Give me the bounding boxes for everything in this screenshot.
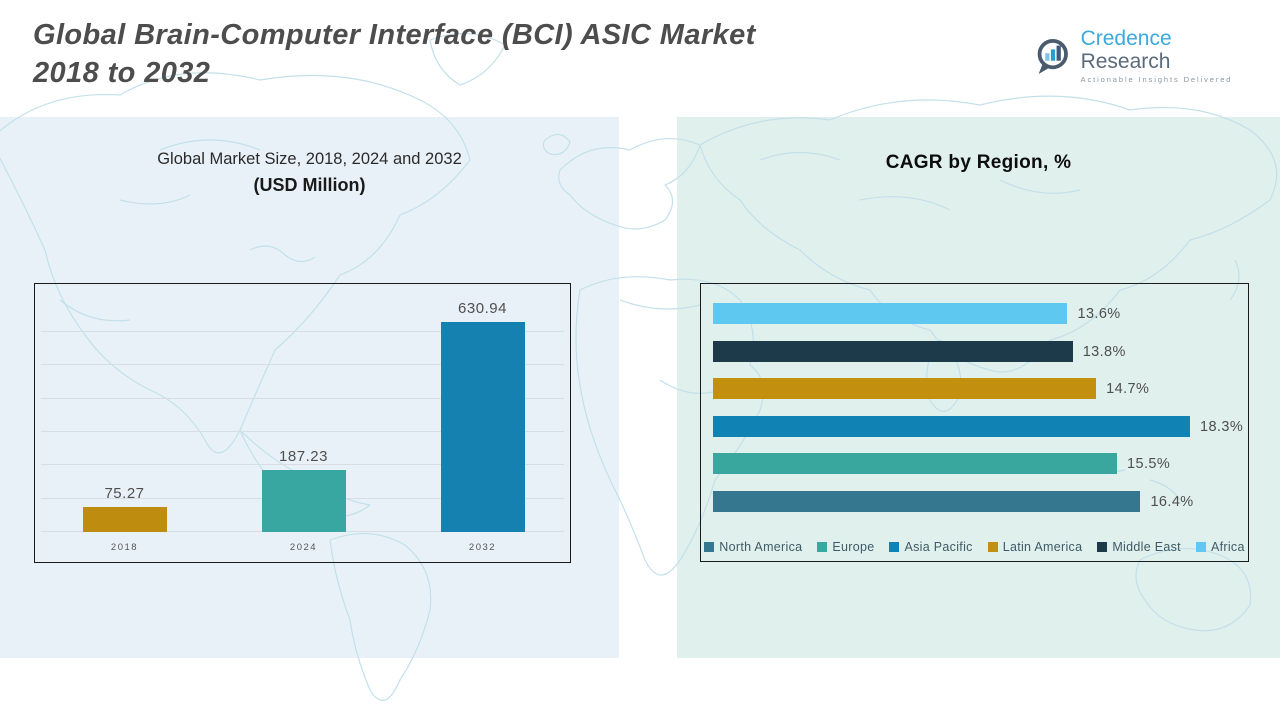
brand-logo: Credence Research Actionable Insights De… [1032, 27, 1257, 84]
legend-item-europe: Europe [817, 540, 874, 554]
market-size-axis-label: 2024 [289, 542, 318, 553]
legend-label: Africa [1210, 540, 1245, 554]
legend-label: Asia Pacific [904, 540, 973, 554]
legend-item-middle-east: Middle East [1097, 540, 1181, 554]
page-title-line2: 2018 to 2032 [33, 57, 211, 89]
legend-swatch [889, 542, 900, 552]
market-size-value-label: 630.94 [458, 299, 507, 317]
brand-name-primary: Credence [1080, 27, 1172, 50]
legend-swatch [1097, 542, 1108, 552]
cagr-value-label: 15.5% [1127, 456, 1171, 473]
page-title: Global Brain-Computer Interface (BCI) AS… [33, 16, 893, 92]
cagr-chart-title: CAGR by Region, % [885, 152, 1072, 173]
cagr-bar-middle-east [713, 340, 1073, 362]
brand-tagline: Actionable Insights Delivered [1080, 75, 1233, 84]
legend-swatch [704, 542, 715, 552]
brand-logo-text: Credence Research Actionable Insights De… [1081, 27, 1257, 84]
legend-item-africa: Africa [1195, 540, 1245, 554]
cagr-chart: North America Europe Asia Pacific Latin Ame… [700, 283, 1249, 562]
cagr-bar-north-america [713, 491, 1141, 512]
legend-label: Europe [832, 540, 875, 554]
brand-logo-icon [1037, 38, 1068, 74]
cagr-bar-latin-america [713, 378, 1097, 400]
legend-label: Middle East [1112, 540, 1181, 554]
legend-label: Latin America [1002, 540, 1083, 554]
market-size-bar-2024 [261, 469, 346, 532]
cagr-value-label: 16.4% [1150, 494, 1194, 510]
cagr-bar-asia-pacific [713, 415, 1190, 437]
cagr-value-label: 13.6% [1077, 306, 1121, 322]
legend-item-asia-pacific: Asia Pacific [889, 540, 972, 554]
page-title-line1: Global Brain-Computer Interface (BCI) AS… [33, 19, 756, 51]
market-size-chart-title: Global Market Size, 2018, 2024 and 2032 [157, 150, 462, 168]
legend-swatch [1195, 542, 1206, 552]
market-size-chart-units: (USD Million) [253, 175, 366, 195]
legend-swatch [817, 542, 828, 552]
cagr-legend: North America Europe Asia Pacific Latin Ame… [701, 540, 1248, 554]
cagr-value-label: 18.3% [1200, 418, 1244, 435]
market-size-chart: 75.27 2018 187.23 2024 630.94 2032 [34, 283, 571, 563]
brand-name-secondary: Research [1080, 50, 1171, 73]
cagr-bar-africa [713, 303, 1068, 324]
cagr-value-label: 13.8% [1082, 343, 1126, 360]
brand-name: Credence Research [1081, 27, 1257, 73]
legend-item-north-america: North America [704, 540, 802, 554]
market-size-axis-label: 2018 [110, 542, 139, 553]
cagr-bar-europe [713, 453, 1118, 475]
cagr-value-label: 14.7% [1106, 381, 1150, 398]
legend-label: North America [719, 540, 803, 554]
market-size-bar-2018 [82, 506, 167, 532]
market-size-value-label: 75.27 [104, 484, 145, 502]
market-size-bar-2032 [440, 321, 525, 532]
market-size-axis-label: 2032 [468, 542, 497, 553]
market-size-value-label: 187.23 [279, 447, 328, 465]
legend-swatch [987, 542, 998, 552]
legend-item-latin-america: Latin America [987, 540, 1083, 554]
